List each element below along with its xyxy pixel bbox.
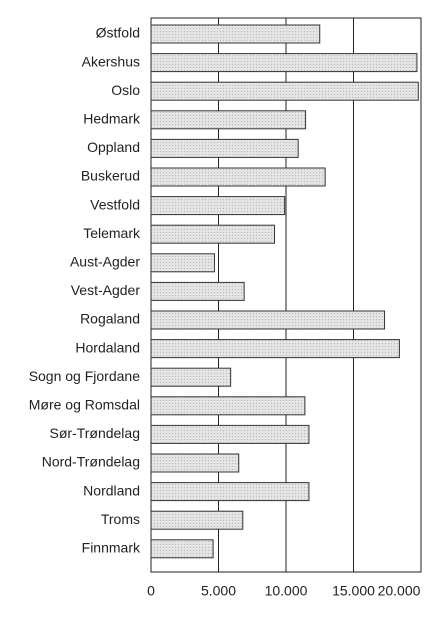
y-tick-label: Telemark <box>83 225 141 241</box>
y-tick-label: Nordland <box>83 482 140 498</box>
bar <box>150 310 386 330</box>
x-tick-label: 10.000 <box>265 583 308 599</box>
y-tick-label: Aust-Agder <box>70 254 140 270</box>
bar <box>150 110 307 130</box>
y-tick-label: Sør-Trøndelag <box>49 425 140 441</box>
y-tick-label: Vestfold <box>90 196 140 212</box>
bar <box>150 510 244 530</box>
bar <box>150 396 306 416</box>
y-tick-label: Vest-Agder <box>71 282 141 298</box>
bar <box>150 24 321 44</box>
y-tick-label: Sogn og Fjordane <box>29 368 141 384</box>
bar <box>150 81 419 101</box>
y-tick-label: Akershus <box>82 53 140 69</box>
bar <box>150 253 215 273</box>
bar <box>150 367 232 387</box>
bar <box>150 281 245 301</box>
bar <box>150 453 240 473</box>
y-tick-label: Møre og Romsdal <box>29 397 140 413</box>
bar <box>150 539 214 559</box>
y-tick-label: Oslo <box>111 82 140 98</box>
bar <box>150 138 299 158</box>
bar <box>150 53 418 73</box>
bar <box>150 196 286 216</box>
bar <box>150 424 310 444</box>
y-tick-label: Troms <box>101 511 140 527</box>
x-tick-label: 20.000 <box>378 583 421 599</box>
bar <box>150 339 400 359</box>
y-tick-label: Østfold <box>96 25 140 41</box>
y-tick-label: Hordaland <box>75 339 140 355</box>
x-tick-label: 5.000 <box>201 583 236 599</box>
y-tick-label: Nord-Trøndelag <box>42 454 140 470</box>
x-tick-label: 0 <box>147 583 155 599</box>
bar <box>150 167 326 187</box>
y-tick-label: Oppland <box>87 139 140 155</box>
y-tick-label: Hedmark <box>83 111 141 127</box>
y-tick-label: Rogaland <box>80 311 140 327</box>
bar <box>150 482 310 502</box>
y-tick-label: Buskerud <box>81 168 140 184</box>
bar <box>150 224 276 244</box>
x-tick-label: 15.000 <box>332 583 375 599</box>
y-tick-label: Finnmark <box>82 540 141 556</box>
